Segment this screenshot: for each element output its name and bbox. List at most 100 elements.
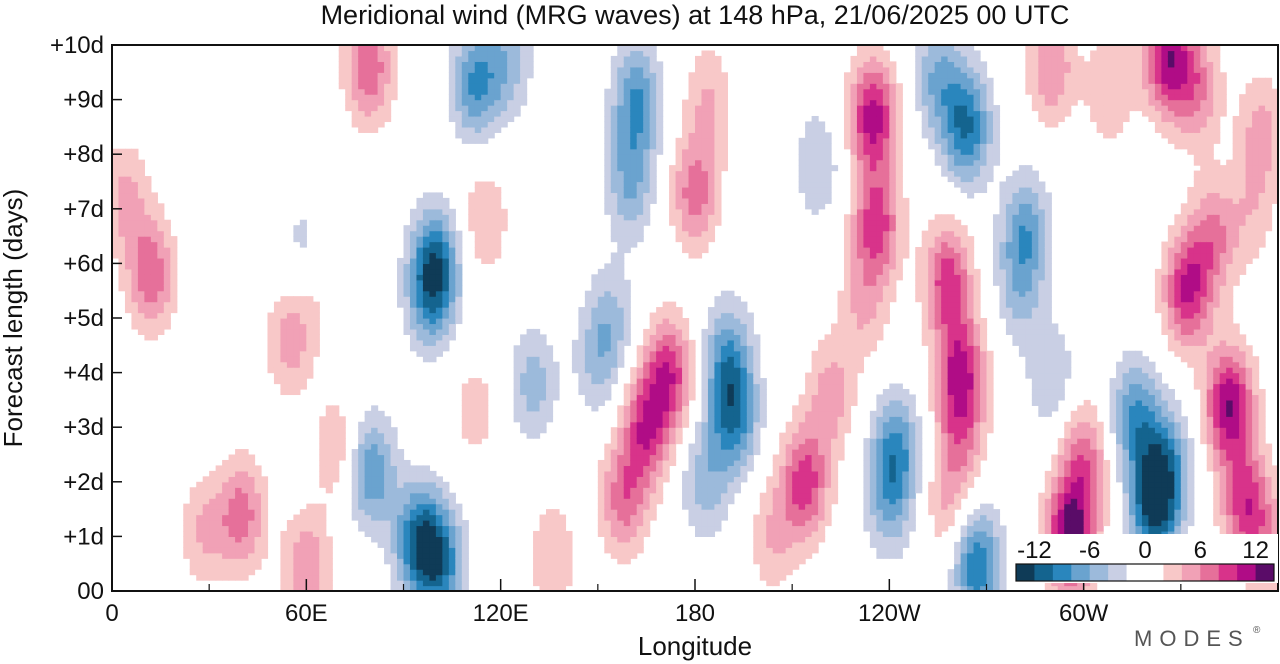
field-cell [701,236,709,243]
field-cell [934,126,942,133]
field-cell [610,481,618,488]
field-cell [889,121,897,128]
field-cell [429,487,437,494]
field-cell [863,328,871,335]
field-cell [306,520,314,527]
field-cell [552,541,560,548]
field-cell [617,154,625,161]
field-cell [682,219,690,226]
field-cell [714,492,722,499]
field-cell [934,334,942,341]
field-cell [636,181,644,188]
field-cell [785,492,793,499]
field-cell [429,197,437,204]
field-cell [863,214,871,221]
field-cell [630,405,638,412]
field-cell [863,225,871,232]
field-cell [934,432,942,439]
field-cell [928,367,936,374]
field-cell [934,416,942,423]
field-cell [144,186,152,194]
field-cell [163,252,171,259]
field-cell [422,208,431,215]
field-cell [377,61,385,68]
field-cell [209,487,217,494]
field-cell [144,230,152,237]
field-cell [422,585,431,591]
field-cell [474,203,482,210]
field-cell [831,165,839,172]
field-cell [876,449,884,456]
field-cell [889,470,897,477]
field-cell [707,230,716,237]
field-cell [850,165,858,172]
field-cell [150,247,158,254]
field-cell [610,252,618,259]
field-cell [623,421,631,428]
field-cell [293,514,301,521]
field-cell [533,388,541,396]
field-cell [921,236,929,243]
field-cell [908,514,916,521]
field-cell [662,388,670,396]
field-cell [934,263,942,270]
field-cell [759,399,767,406]
field-cell [144,328,152,335]
field-cell [630,165,638,172]
field-cell [403,301,411,308]
field-cell [863,159,871,166]
field-cell [494,66,502,73]
field-cell [150,203,158,210]
field-cell [818,410,826,417]
field-cell [364,105,372,112]
field-cell [863,143,871,150]
field-cell [597,394,605,401]
field-cell [643,449,651,456]
field-cell [235,498,243,505]
field-cell [481,421,489,428]
field-cell [779,541,787,548]
field-cell [902,481,910,488]
field-cell [487,181,495,188]
field-cell [856,214,865,221]
field-cell [876,219,884,226]
field-cell [902,214,910,221]
field-cell [390,50,398,57]
field-cell [824,159,832,166]
field-cell [319,432,327,439]
field-cell [623,536,631,543]
field-cell [202,509,210,516]
field-cell [818,443,826,450]
field-cell [720,378,728,385]
field-cell [474,61,482,68]
field-cell [617,334,625,341]
field-cell [487,126,495,133]
field-cell [895,394,903,401]
field-cell [260,503,269,510]
field-cell [876,77,884,84]
field-cell [617,356,625,363]
field-cell [882,88,890,95]
field-cell [785,525,793,532]
field-cell [610,115,618,123]
field-cell [448,552,456,559]
field-cell [617,547,625,554]
field-cell [403,509,411,516]
field-cell [293,312,301,319]
field-cell [772,459,780,467]
field-cell [384,541,392,548]
field-cell [649,509,657,516]
field-cell [682,350,690,357]
field-cell [688,339,696,346]
field-cell [733,416,741,423]
field-cell [610,181,618,188]
field-cell [286,307,294,314]
field-cell [520,350,528,357]
field-cell [474,410,482,417]
field-cell [409,247,418,254]
field-cell [720,307,728,314]
field-cell [461,574,469,581]
field-cell [811,181,819,188]
field-cell [319,476,327,483]
field-cell [863,252,871,259]
